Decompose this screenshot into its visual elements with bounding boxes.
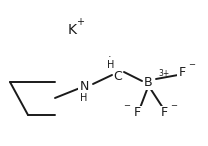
Text: −: −: [124, 101, 130, 111]
Text: +: +: [76, 17, 84, 27]
Text: F: F: [178, 66, 186, 80]
Text: C: C: [114, 69, 122, 82]
Text: 3+: 3+: [158, 69, 169, 79]
Text: K: K: [68, 23, 77, 37]
Text: ·: ·: [108, 52, 112, 62]
Text: −: −: [171, 101, 177, 111]
Text: H: H: [80, 93, 88, 103]
Text: F: F: [160, 106, 168, 119]
Text: −: −: [188, 60, 196, 69]
Text: H: H: [107, 60, 115, 70]
Text: B: B: [144, 75, 152, 88]
Text: N: N: [79, 80, 89, 93]
Text: F: F: [134, 106, 141, 119]
